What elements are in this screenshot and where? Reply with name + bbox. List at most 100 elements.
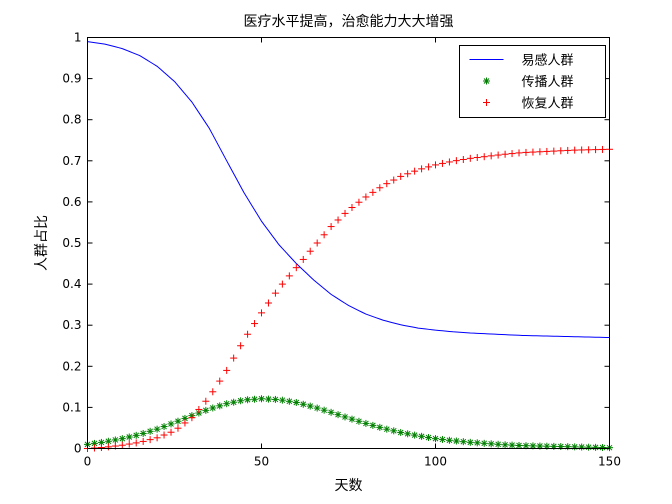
infected-marker-stroke	[460, 438, 467, 445]
infected-marker-stroke	[98, 439, 105, 446]
infected-marker	[432, 435, 439, 443]
recovered-marker	[216, 377, 224, 385]
recovered-marker	[571, 146, 579, 154]
infected-marker-stroke	[335, 411, 341, 418]
infected-marker-stroke	[342, 414, 348, 420]
infected-marker-stroke	[105, 438, 112, 445]
infected-marker	[306, 402, 314, 410]
y-tick-label: 0.3	[62, 318, 81, 332]
infected-marker	[230, 398, 238, 406]
infected-marker	[146, 427, 154, 435]
recovered-marker	[445, 158, 453, 166]
recovered-marker	[515, 149, 523, 157]
x-tick-label: 100	[424, 455, 447, 469]
legend-label: 恢复人群	[522, 97, 574, 112]
recovered-marker	[522, 148, 530, 156]
infected-marker	[174, 417, 182, 425]
infected-marker-stroke	[140, 430, 147, 437]
infected-marker-stroke	[446, 437, 453, 444]
recovered-marker	[153, 434, 161, 442]
infected-marker	[244, 396, 252, 404]
infected-marker	[480, 439, 488, 447]
infected-marker-stroke	[383, 426, 390, 433]
recovered-marker	[174, 424, 182, 432]
infected-marker	[418, 432, 426, 440]
infected-marker-stroke	[251, 396, 258, 403]
recovered-marker	[432, 161, 439, 169]
infected-marker	[487, 440, 495, 448]
infected-marker	[438, 435, 446, 443]
infected-marker	[118, 435, 126, 443]
recovered-marker	[383, 180, 391, 188]
recovered-marker	[362, 193, 370, 201]
infected-marker	[313, 404, 321, 412]
recovered-marker	[501, 150, 509, 158]
infected-marker	[202, 406, 210, 414]
infected-marker-stroke	[258, 395, 265, 402]
infected-marker	[578, 443, 586, 451]
infected-marker	[167, 420, 175, 428]
recovered-marker	[557, 147, 565, 155]
recovered-marker	[473, 154, 481, 162]
infected-marker	[223, 400, 231, 408]
recovered-marker	[167, 428, 175, 436]
infected-marker	[132, 431, 140, 439]
legend-label: 传播人群	[522, 75, 574, 90]
infected-marker-stroke	[133, 432, 140, 439]
recovered-marker	[550, 147, 558, 155]
infected-marker	[153, 425, 161, 433]
infected-marker	[285, 397, 293, 405]
recovered-marker	[390, 176, 398, 184]
infected-marker	[327, 408, 335, 416]
recovered-marker	[459, 155, 467, 163]
recovered-marker	[529, 148, 537, 156]
infected-marker-stroke	[488, 440, 495, 447]
legend-item: 传播人群	[483, 75, 574, 90]
infected-marker	[473, 439, 481, 447]
infected-marker-stroke	[126, 434, 133, 440]
infected-marker	[425, 433, 433, 441]
legend-item: 易感人群	[469, 53, 574, 69]
y-tick-label: 1	[74, 31, 82, 45]
infected-marker	[125, 433, 133, 441]
infected-marker-stroke	[523, 442, 529, 449]
recovered-marker	[355, 198, 363, 206]
legend-star-swatch-stroke	[483, 78, 490, 84]
recovered-marker	[139, 437, 147, 445]
infected-marker	[466, 438, 474, 446]
infected-marker-stroke	[244, 396, 251, 403]
recovered-marker	[466, 154, 474, 162]
infected-marker	[522, 442, 530, 450]
infected-marker-stroke	[196, 410, 202, 416]
chart-title: 医疗水平提高，治愈能力大大增强	[244, 13, 454, 30]
infected-marker-stroke	[300, 401, 307, 408]
infected-marker-stroke	[592, 444, 599, 451]
infected-marker-stroke	[467, 439, 474, 446]
legend-item: 恢复人群	[483, 97, 574, 112]
infected-marker-stroke	[168, 421, 174, 427]
infected-marker	[251, 395, 259, 403]
infected-marker-stroke	[91, 440, 98, 447]
infected-marker-stroke	[286, 398, 293, 405]
infected-marker	[494, 440, 502, 448]
infected-marker-stroke	[425, 434, 432, 441]
recovered-marker	[404, 170, 412, 178]
infected-marker-stroke	[237, 397, 244, 404]
x-tick-label: 0	[84, 455, 92, 469]
infected-marker-stroke	[481, 440, 488, 447]
recovered-marker	[341, 209, 349, 217]
infected-marker-stroke	[502, 441, 508, 448]
infected-marker-stroke	[376, 424, 383, 431]
recovered-marker	[132, 439, 140, 447]
infected-marker	[404, 430, 412, 438]
legend-plus-swatch	[483, 99, 490, 106]
recovered-marker	[543, 147, 551, 155]
infected-marker	[397, 428, 405, 436]
y-tick-label: 0.9	[62, 72, 81, 86]
infected-marker-stroke	[209, 405, 216, 411]
infected-marker-stroke	[495, 441, 501, 448]
infected-marker-stroke	[161, 423, 167, 430]
infected-marker	[369, 421, 377, 429]
